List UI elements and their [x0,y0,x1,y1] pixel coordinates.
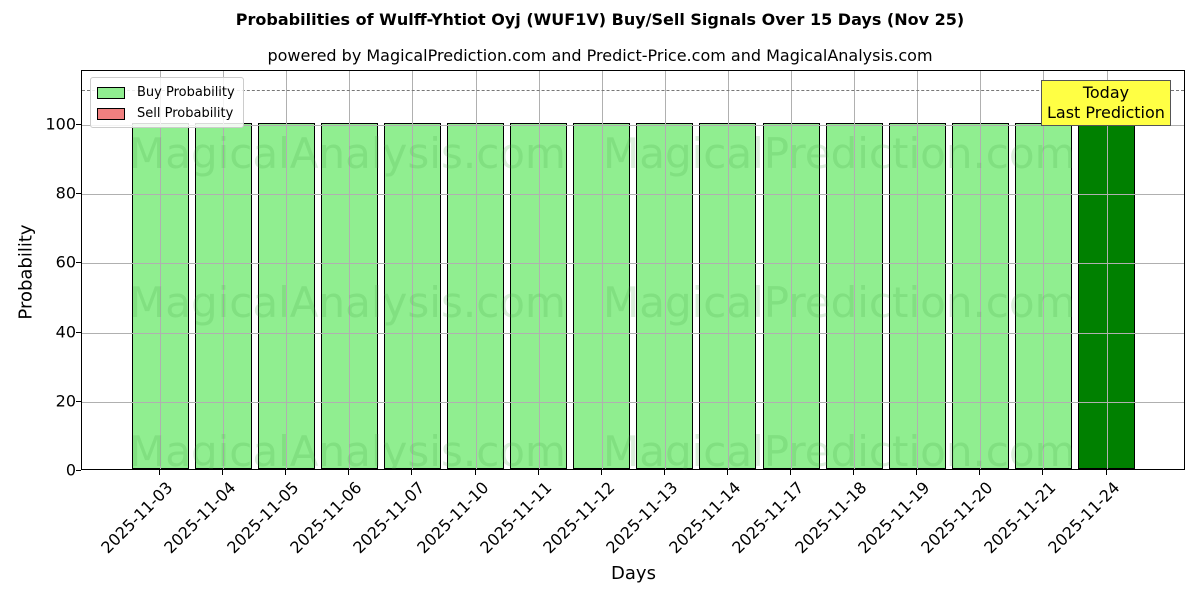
y-tick-label: 100 [45,114,76,134]
legend-item-sell: Sell Probability [97,103,235,124]
reference-line [82,90,1184,92]
x-tick-mark [1105,470,1107,475]
x-tick-mark [663,470,665,475]
x-tick-mark [348,470,350,475]
gridline-vertical [727,71,729,469]
gridlines [82,71,1184,469]
gridline-horizontal [82,263,1184,265]
gridline-vertical [538,71,540,469]
gridline-vertical [1106,71,1108,469]
gridline-vertical [223,71,225,469]
gridline-vertical [664,71,666,469]
sell-swatch-icon [97,107,125,120]
gridline-vertical [349,71,351,469]
legend: Buy Probability Sell Probability [90,77,244,128]
y-tick-mark [76,400,81,402]
gridline-horizontal [82,125,1184,126]
watermark-text: MagicalPrediction.com [603,129,1076,178]
buy-swatch-icon [97,86,125,99]
chart-subtitle: powered by MagicalPrediction.com and Pre… [267,46,933,65]
plot-area: MagicalAnalysis.com MagicalPrediction.com… [81,70,1185,470]
y-tick-mark [76,193,81,195]
watermark-text: MagicalAnalysis.com [129,427,566,470]
gridline-vertical [412,71,414,469]
x-tick-mark [790,470,791,475]
x-tick-mark [474,470,476,475]
x-tick-mark [726,470,728,475]
x-tick-mark [222,470,224,475]
gridline-vertical [854,71,856,469]
y-tick-label: 80 [55,183,76,203]
x-axis-title: Days [611,563,656,584]
x-tick-mark [979,470,981,475]
gridline-horizontal [82,401,1184,403]
chart-title: Probabilities of Wulff-Yhtiot Oyj (WUF1V… [235,10,965,29]
x-tick-mark [537,470,539,475]
watermark-text: MagicalPrediction.com [603,427,1076,470]
x-tick-mark [285,470,287,475]
gridline-vertical [475,71,477,469]
y-tick-mark [76,331,81,333]
y-tick-label: 0 [65,460,76,480]
x-tick-mark [1042,470,1044,475]
annotation-line-1: Today [1082,83,1130,102]
gridline-vertical [980,71,982,469]
x-tick-mark [853,470,855,475]
y-tick-label: 20 [55,391,76,411]
watermark-text: MagicalPrediction.com [603,278,1076,327]
x-tick-mark [159,470,160,475]
y-tick-mark [76,470,81,471]
watermark-text: MagicalAnalysis.com [129,129,566,178]
y-tick-mark [76,124,81,125]
gridline-horizontal [82,332,1184,334]
gridline-vertical [1043,71,1045,469]
y-tick-label: 60 [55,252,76,272]
gridline-vertical [160,71,161,469]
x-tick-mark [916,470,918,475]
today-annotation: Today Last Prediction [1041,80,1171,126]
x-tick-mark [600,470,602,475]
y-axis-title: Probability [15,224,37,320]
gridline-horizontal [82,194,1184,196]
gridline-vertical [791,71,792,469]
y-tick-mark [76,262,81,264]
gridline-vertical [917,71,919,469]
legend-label-buy: Buy Probability [137,85,235,100]
legend-item-buy: Buy Probability [97,82,235,103]
watermarks: MagicalAnalysis.com MagicalPrediction.com… [82,71,1184,469]
gridline-vertical [286,71,288,469]
gridline-vertical [601,71,603,469]
x-tick-mark [411,470,413,475]
legend-label-sell: Sell Probability [137,106,234,121]
annotation-line-2: Last Prediction [1047,103,1165,122]
watermark-text: MagicalAnalysis.com [129,278,566,327]
y-tick-label: 40 [55,322,76,342]
